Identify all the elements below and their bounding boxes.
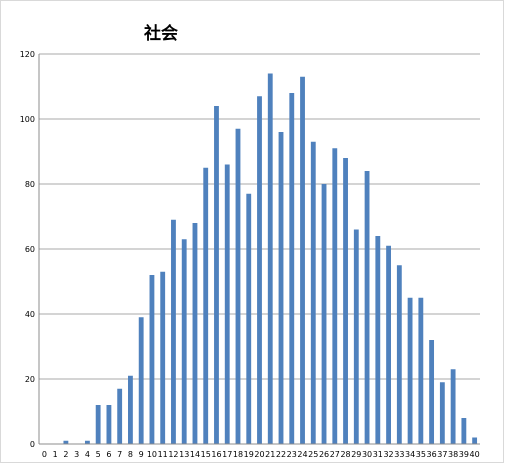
y-tick-label: 120 <box>20 50 35 59</box>
bar <box>429 340 435 444</box>
bar <box>375 236 381 444</box>
y-tick-labels: 0 20 40 60 80 100 120 <box>20 50 35 449</box>
x-tick-label: 9 <box>139 450 144 459</box>
y-tick-label: 20 <box>25 375 35 384</box>
bar <box>203 167 209 444</box>
bar <box>95 405 101 444</box>
x-tick-label: 32 <box>383 450 393 459</box>
bar <box>396 265 402 444</box>
x-tick-label: 16 <box>211 450 221 459</box>
chart-title: 社会 <box>143 23 178 44</box>
x-tick-label: 23 <box>287 450 297 459</box>
y-tick-label: 100 <box>20 115 35 124</box>
x-tick-label: 3 <box>74 450 79 459</box>
x-tick-label: 26 <box>319 450 329 459</box>
y-tick-label: 0 <box>30 440 35 449</box>
bar <box>117 388 123 444</box>
x-tick-label: 25 <box>308 450 318 459</box>
x-tick-label: 17 <box>222 450 232 459</box>
x-tick-label: 8 <box>128 450 133 459</box>
x-tick-label: 33 <box>394 450 404 459</box>
x-tick-label: 10 <box>147 450 157 459</box>
bar <box>321 184 327 444</box>
bar <box>267 73 273 444</box>
bar <box>224 164 230 444</box>
bar <box>332 148 338 444</box>
bar <box>84 440 90 444</box>
bar <box>246 193 252 444</box>
bar <box>407 297 413 444</box>
bar <box>63 440 69 444</box>
x-tick-label: 40 <box>470 450 480 459</box>
x-tick-label: 1 <box>53 450 58 459</box>
x-tick-labels: 0 1 2 3 4 5 6 7 8 9 10 11 12 13 14 15 16 17 18 19 20 21 22 23 24… <box>42 450 480 459</box>
bar <box>439 382 445 444</box>
x-tick-label: 29 <box>351 450 361 459</box>
bar <box>343 158 348 444</box>
x-tick-label: 39 <box>459 450 469 459</box>
x-tick-label: 19 <box>244 450 254 459</box>
x-tick-label: 7 <box>117 450 122 459</box>
bar <box>235 128 241 444</box>
x-tick-label: 0 <box>42 450 47 459</box>
x-tick-label: 21 <box>265 450 275 459</box>
bars <box>63 73 478 444</box>
x-tick-label: 18 <box>233 450 243 459</box>
x-tick-label: 22 <box>276 450 286 459</box>
x-tick-label: 12 <box>168 450 178 459</box>
bar <box>128 375 133 444</box>
x-tick-label: 35 <box>416 450 426 459</box>
x-tick-label: 38 <box>448 450 458 459</box>
x-tick-label: 2 <box>63 450 68 459</box>
bar <box>257 96 262 444</box>
bar <box>149 275 155 444</box>
x-tick-label: 5 <box>96 450 101 459</box>
bar <box>386 245 391 444</box>
x-tick-label: 14 <box>190 450 200 459</box>
bar <box>181 239 187 444</box>
bar <box>214 106 219 444</box>
x-tick-label: 20 <box>254 450 264 459</box>
bar <box>418 297 424 444</box>
y-tick-label: 40 <box>25 310 35 319</box>
bar <box>364 171 370 444</box>
x-tick-label: 15 <box>201 450 211 459</box>
x-tick-label: 6 <box>106 450 111 459</box>
bar <box>192 223 198 444</box>
x-tick-label: 28 <box>340 450 350 459</box>
bar <box>160 271 166 444</box>
x-tick-label: 27 <box>330 450 340 459</box>
bar <box>353 229 359 444</box>
bar <box>171 219 176 444</box>
bar <box>472 437 478 444</box>
x-tick-label: 13 <box>179 450 189 459</box>
x-tick-label: 31 <box>373 450 383 459</box>
x-tick-label: 24 <box>297 450 307 459</box>
x-tick-label: 37 <box>437 450 447 459</box>
y-tick-label: 60 <box>25 245 35 254</box>
bar <box>300 76 305 444</box>
x-tick-label: 30 <box>362 450 372 459</box>
x-tick-label: 4 <box>85 450 90 459</box>
x-tick-label: 34 <box>405 450 415 459</box>
y-tick-label: 80 <box>25 180 35 189</box>
bar <box>106 405 112 444</box>
bar <box>310 141 316 444</box>
bar <box>278 132 284 444</box>
bar <box>289 93 295 444</box>
bar <box>450 369 456 444</box>
x-tick-label: 11 <box>158 450 168 459</box>
bar <box>461 418 467 444</box>
axes <box>38 54 480 445</box>
x-tick-label: 36 <box>427 450 437 459</box>
bar <box>138 317 144 444</box>
